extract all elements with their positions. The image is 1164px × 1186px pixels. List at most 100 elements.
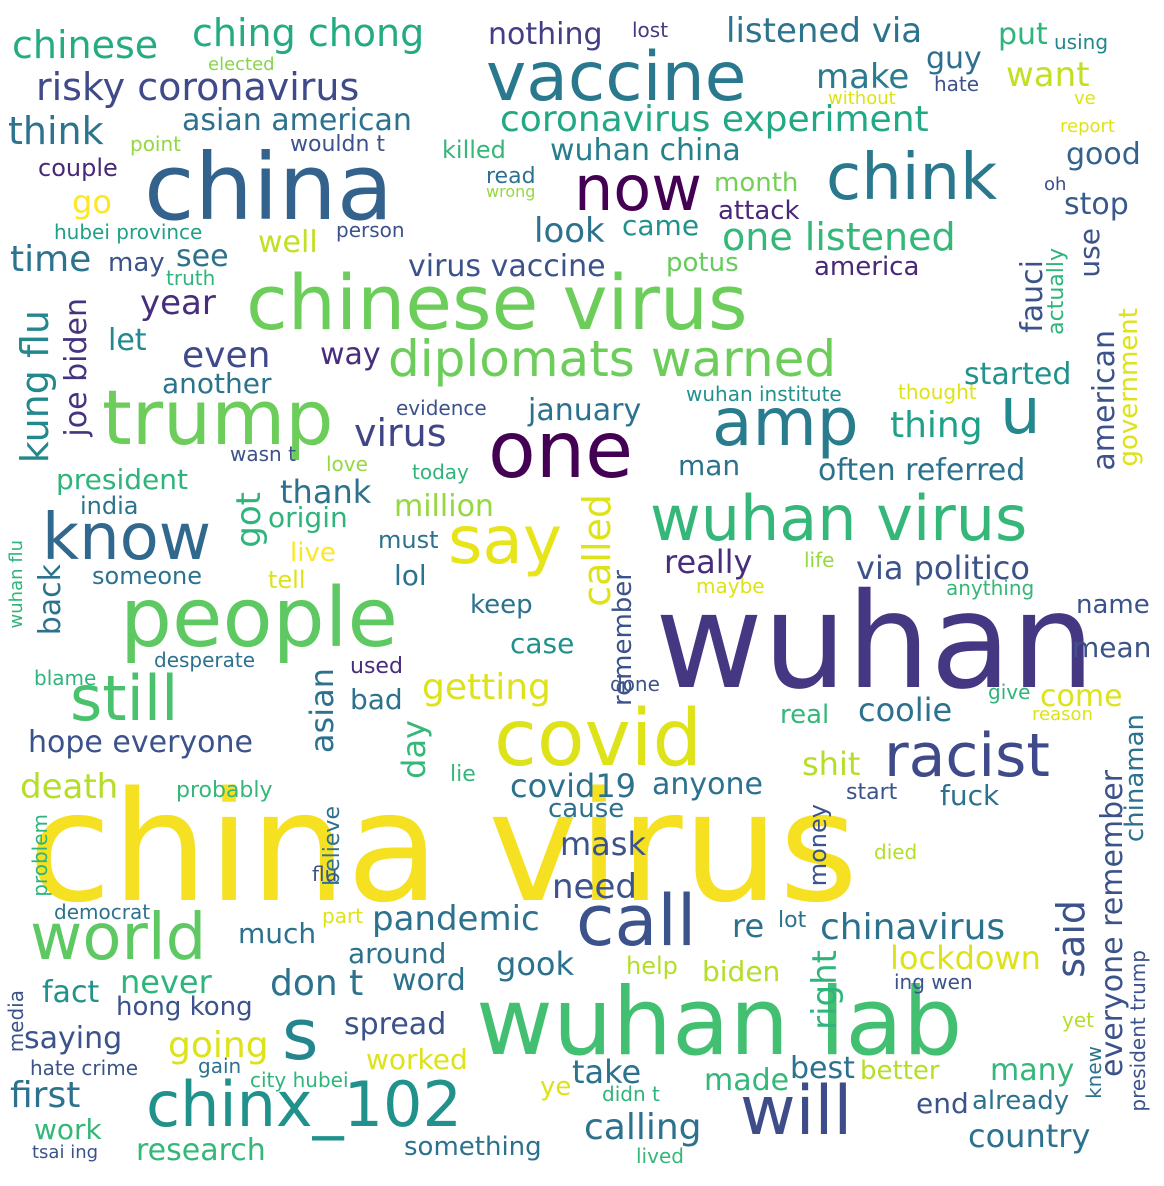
word: lockdown bbox=[890, 939, 1041, 977]
word: virus bbox=[354, 411, 447, 455]
word: fact bbox=[42, 975, 100, 1010]
word: vaccine bbox=[486, 38, 747, 117]
word: without bbox=[828, 88, 896, 109]
word: word bbox=[392, 963, 466, 998]
word: ve bbox=[1074, 88, 1096, 109]
word: say bbox=[448, 502, 562, 579]
word: china bbox=[144, 134, 394, 241]
word: going bbox=[168, 1025, 269, 1066]
word: take bbox=[572, 1053, 642, 1091]
word: keep bbox=[470, 590, 533, 620]
word: know bbox=[42, 501, 212, 575]
word: ye bbox=[540, 1072, 572, 1102]
word: today bbox=[412, 460, 469, 484]
word: media bbox=[4, 990, 28, 1053]
word: one bbox=[488, 406, 634, 496]
word: month bbox=[714, 168, 799, 198]
word: gain bbox=[198, 1054, 242, 1078]
word: don t bbox=[270, 963, 364, 1004]
word: point bbox=[130, 132, 182, 156]
word: amp bbox=[712, 384, 859, 461]
word: using bbox=[1054, 30, 1109, 54]
word: lie bbox=[450, 762, 476, 787]
word: death bbox=[20, 767, 119, 807]
word: country bbox=[968, 1117, 1091, 1155]
word: asian american bbox=[182, 103, 412, 138]
word: something bbox=[404, 1132, 542, 1162]
word: actually bbox=[1044, 248, 1069, 335]
word: come bbox=[1040, 679, 1123, 714]
word: joe biden bbox=[59, 298, 94, 437]
word: thank bbox=[280, 473, 372, 511]
word: work bbox=[34, 1113, 102, 1146]
word: first bbox=[10, 1075, 81, 1116]
word: back bbox=[33, 564, 68, 636]
word: killed bbox=[442, 136, 506, 164]
word: make bbox=[816, 57, 910, 97]
word: even bbox=[182, 335, 271, 376]
word: via politico bbox=[856, 549, 1030, 587]
word: chink bbox=[826, 141, 998, 215]
word: never bbox=[120, 963, 212, 1001]
word: truth bbox=[166, 266, 216, 290]
word: desperate bbox=[154, 648, 256, 672]
word: report bbox=[1060, 116, 1115, 137]
word: covid19 bbox=[510, 767, 637, 805]
word: done bbox=[610, 672, 660, 696]
word: will bbox=[740, 1072, 853, 1151]
word: fuck bbox=[940, 779, 1000, 812]
word: chinx_102 bbox=[146, 1068, 462, 1141]
word: maybe bbox=[696, 574, 765, 598]
word: president bbox=[56, 463, 188, 496]
word: india bbox=[80, 492, 139, 520]
word: good bbox=[1066, 137, 1141, 172]
word: wouldn t bbox=[290, 132, 386, 157]
word: much bbox=[238, 917, 317, 950]
word: potus bbox=[666, 248, 739, 278]
word: wuhan china bbox=[550, 133, 741, 168]
word: one listened bbox=[722, 215, 956, 259]
word: cause bbox=[548, 794, 625, 824]
word: virus vaccine bbox=[408, 249, 606, 284]
word: lived bbox=[636, 1144, 684, 1168]
word: problem bbox=[28, 814, 52, 897]
word: live bbox=[290, 538, 336, 568]
word: way bbox=[320, 337, 381, 372]
word: lol bbox=[394, 559, 427, 592]
word: really bbox=[664, 543, 753, 581]
word: chinese bbox=[12, 23, 159, 67]
word: gook bbox=[496, 945, 574, 983]
word: america bbox=[814, 252, 920, 282]
word: world bbox=[30, 901, 207, 975]
word: wuhan bbox=[655, 565, 1095, 719]
word: now bbox=[574, 152, 702, 225]
word: wuhan institute bbox=[686, 382, 842, 406]
word: u bbox=[1000, 375, 1041, 449]
word: anyone bbox=[652, 767, 763, 802]
word: name bbox=[1076, 590, 1150, 620]
word: elected bbox=[208, 54, 275, 75]
word: asian bbox=[303, 668, 341, 754]
word: city hubei bbox=[250, 1068, 349, 1092]
word: everyone remember bbox=[1095, 770, 1130, 1077]
word: racist bbox=[884, 721, 1050, 791]
word: tsai ing bbox=[32, 1142, 99, 1163]
word: go bbox=[72, 183, 112, 221]
word: president trump bbox=[1126, 950, 1150, 1112]
word: s bbox=[282, 994, 319, 1076]
word: already bbox=[972, 1086, 1070, 1116]
word: wuhan virus bbox=[650, 482, 1028, 555]
word: still bbox=[70, 662, 179, 735]
word: couple bbox=[38, 154, 118, 182]
word: risky coronavirus bbox=[36, 65, 360, 109]
word: need bbox=[552, 867, 637, 907]
word: getting bbox=[422, 667, 551, 708]
word: made bbox=[704, 1063, 790, 1098]
word: lost bbox=[632, 18, 669, 42]
word: think bbox=[8, 109, 104, 153]
word: started bbox=[964, 357, 1072, 392]
word: got bbox=[229, 492, 269, 548]
word: year bbox=[140, 283, 216, 323]
word: read bbox=[486, 164, 536, 189]
word: right bbox=[805, 950, 845, 1030]
